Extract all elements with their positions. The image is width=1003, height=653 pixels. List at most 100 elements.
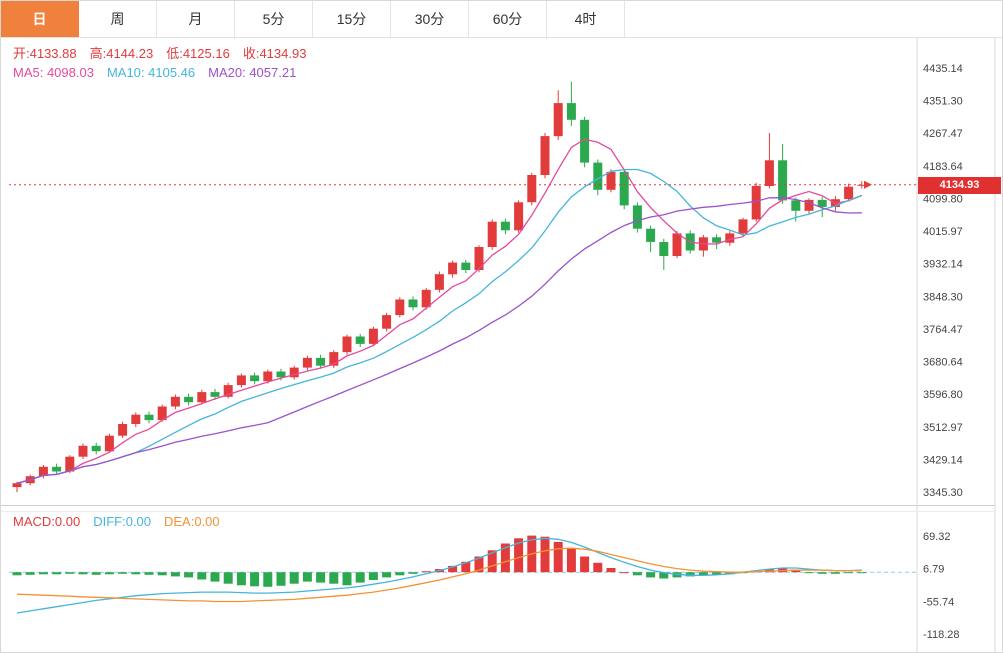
candle-down — [580, 119, 590, 163]
macd-hist-bar — [197, 572, 207, 580]
candle-down — [184, 396, 194, 403]
y-axis-label: 4015.97 — [923, 226, 963, 238]
candle-down — [659, 242, 669, 256]
macd-hist-bar — [104, 572, 114, 575]
macd-hist-bar — [817, 572, 827, 574]
candle-up — [514, 202, 524, 231]
candle-down — [500, 221, 510, 231]
macd-hist-bar — [170, 572, 180, 577]
dea-line — [16, 547, 862, 603]
macd-hist-bar — [408, 572, 418, 574]
macd-hist-bar — [659, 572, 669, 579]
interval-tabs: 日周月 5分 15分 30分 60分 4时 — [1, 1, 1002, 38]
candle-up — [236, 375, 246, 386]
candle-up — [197, 392, 207, 403]
macd-row: MACD:0.00 DIFF:0.00 DEA:0.00 — [13, 514, 233, 529]
macd-hist-bar — [289, 572, 299, 584]
tab-hour4[interactable]: 4时 — [547, 1, 625, 37]
macd-hist-bar — [421, 571, 431, 573]
macd-hist-bar — [12, 572, 22, 576]
candle-up — [65, 456, 75, 472]
macd-hist-bar — [685, 572, 695, 577]
tab-min30[interactable]: 30分 — [391, 1, 469, 37]
chart-svg[interactable]: 4435.14 4351.30 4267.47 4183.64 4099.80 4015.… — [1, 38, 1002, 652]
y-axis-label: 4099.80 — [923, 194, 963, 206]
tab-week[interactable]: 周 — [79, 1, 157, 37]
macd-hist-bar — [580, 556, 590, 573]
macd-hist-bar — [514, 538, 524, 573]
candle-down — [646, 228, 656, 242]
macd-hist-bar — [78, 572, 88, 575]
macd-axis-label: -55.74 — [923, 596, 954, 608]
candle-up — [844, 186, 854, 200]
macd-hist-bar — [487, 550, 497, 573]
candle-up — [223, 385, 233, 397]
candle-down — [355, 336, 365, 344]
macd-hist-bar — [791, 569, 801, 573]
candle-up — [302, 357, 312, 368]
candle-up — [170, 396, 180, 407]
macd-hist-bar — [157, 572, 167, 576]
macd-hist-bar — [250, 572, 260, 587]
macd-hist-bar — [619, 572, 629, 574]
macd-hist-bar — [830, 572, 840, 574]
tab-min15[interactable]: 15分 — [313, 1, 391, 37]
y-axis-label: 3932.14 — [923, 259, 963, 271]
macd-hist-bar — [606, 568, 616, 573]
macd-hist-bar — [857, 572, 867, 574]
macd-hist-bar — [540, 536, 550, 573]
macd-hist-bar — [461, 561, 471, 573]
macd-hist-bar — [236, 572, 246, 586]
macd-hist-bar — [844, 572, 854, 574]
macd-hist-bar — [382, 572, 392, 578]
macd-hist-bar — [52, 572, 62, 575]
close-value: 收:4134.93 — [242, 46, 307, 61]
candle-up — [434, 274, 444, 290]
macd-hist-bar — [804, 572, 814, 574]
ma10-line — [16, 168, 863, 484]
y-axis-label: 4351.30 — [923, 96, 963, 108]
y-axis-label: 3429.14 — [923, 454, 963, 466]
candle-up — [382, 315, 392, 329]
macd-hist-bar — [91, 572, 101, 575]
candle-up — [857, 184, 867, 186]
candle-up — [553, 103, 563, 137]
macd-hist-bar — [342, 572, 352, 586]
macd-hist-bar — [329, 572, 339, 584]
macd-hist-bar — [474, 556, 484, 573]
macd-hist-bar — [368, 572, 378, 580]
macd-hist-bar — [646, 572, 656, 578]
y-axis-label: 3848.30 — [923, 291, 963, 303]
current-price-badge: 4134.93 — [918, 177, 1001, 194]
candle-down — [276, 371, 286, 378]
candle-down — [632, 205, 642, 229]
tab-day[interactable]: 日 — [1, 1, 79, 37]
tab-min5[interactable]: 5分 — [235, 1, 313, 37]
diff-value: DIFF:0.00 — [93, 514, 151, 529]
macd-hist-bar — [448, 565, 458, 573]
candle-down — [778, 160, 788, 201]
candle-up — [104, 435, 114, 452]
macd-axis-label: 6.79 — [923, 564, 944, 576]
tab-month[interactable]: 月 — [157, 1, 235, 37]
macd-hist-bar — [118, 572, 128, 574]
macd-hist-bar — [355, 572, 365, 583]
macd-hist-bar — [712, 572, 722, 575]
y-axis-label: 4183.64 — [923, 161, 963, 173]
candle-down — [566, 103, 576, 120]
candle-down — [791, 200, 801, 211]
y-axis-label: 4435.14 — [923, 63, 963, 75]
y-axis-label: 3764.47 — [923, 324, 963, 336]
candle-up — [263, 371, 273, 382]
diff-line — [16, 537, 862, 614]
ma5-value: MA5: 4098.03 — [13, 65, 94, 80]
ma20-line — [16, 197, 862, 484]
macd-axis-label: -118.28 — [923, 629, 960, 641]
tab-min60[interactable]: 60分 — [469, 1, 547, 37]
macd-hist-bar — [566, 548, 576, 573]
macd-hist-bar — [131, 572, 141, 575]
macd-hist-bar — [210, 572, 220, 582]
macd-hist-bar — [144, 572, 154, 575]
candle-up — [157, 406, 167, 421]
ohlc-row: 开:4133.88 高:4144.23 低:4125.16 收:4134.93 — [13, 43, 319, 62]
